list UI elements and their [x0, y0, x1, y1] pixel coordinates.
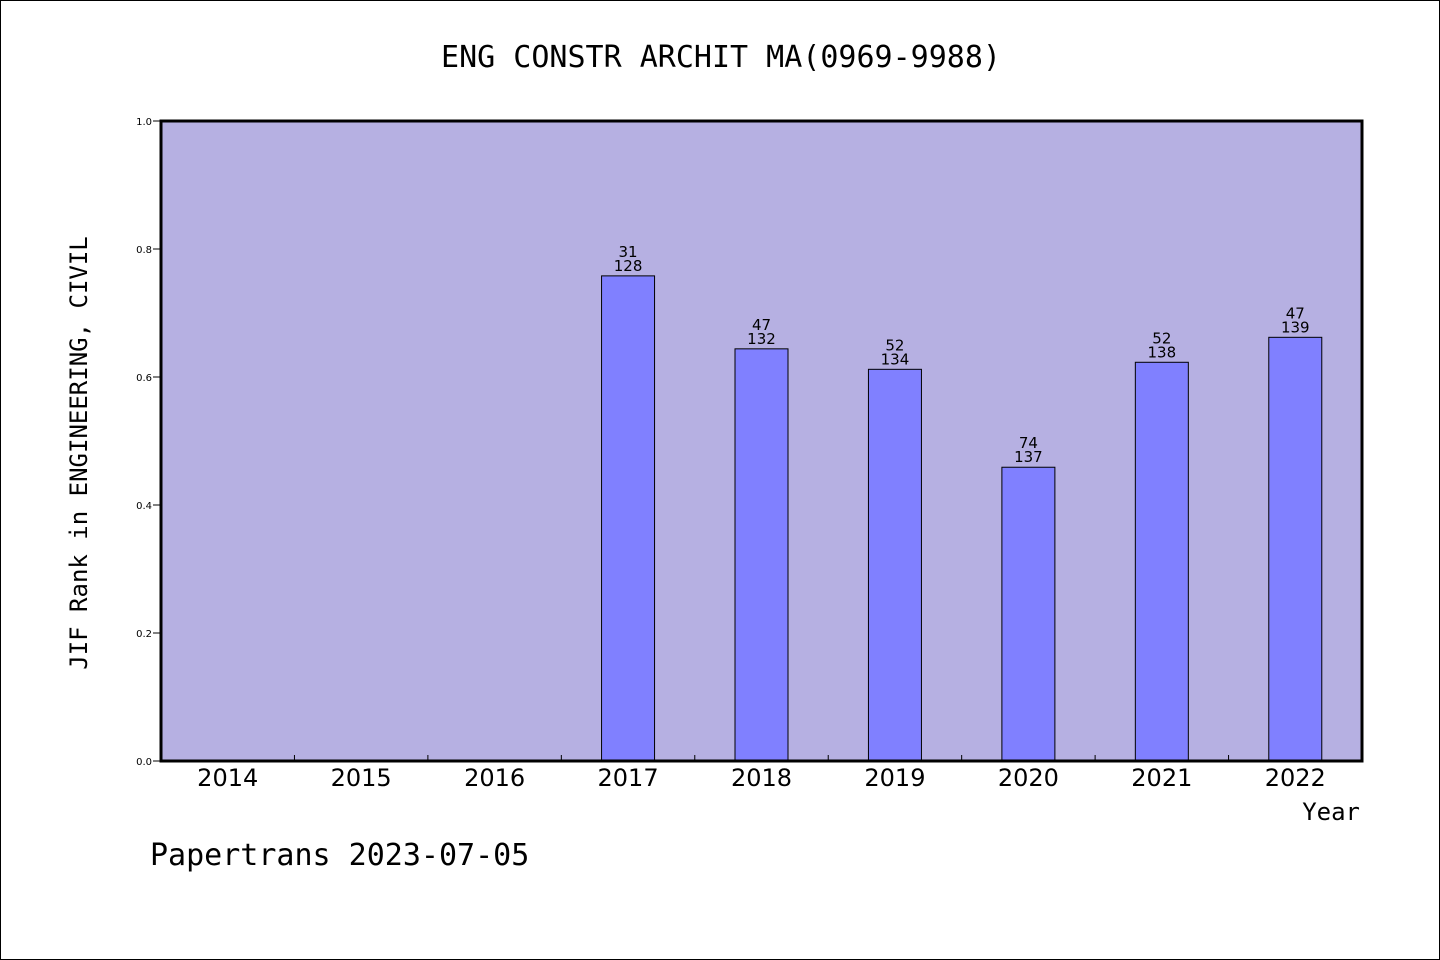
- x-tick-label: 2022: [1265, 764, 1326, 792]
- y-tick-label: 0.6: [136, 373, 152, 384]
- x-axis-label: Year: [1302, 798, 1360, 826]
- plot-frame: [159, 119, 1364, 763]
- bar-rank-label: 52: [1152, 329, 1171, 347]
- y-tick-label: 0.0: [136, 757, 152, 768]
- y-tick-label: 0.4: [136, 501, 152, 512]
- x-tick-label: 2017: [598, 764, 659, 792]
- bar-2020: [1001, 466, 1056, 762]
- x-tick-label: 2019: [864, 764, 925, 792]
- bar-rank-label: 31: [619, 243, 638, 261]
- y-tick-label: 0.2: [136, 629, 152, 640]
- footer-source-date: Papertrans 2023-07-05: [150, 838, 529, 873]
- bar-total-label: 137: [1014, 448, 1043, 466]
- y-tick-label: 1.0: [136, 117, 152, 128]
- bar-rank-label: 74: [1019, 434, 1038, 452]
- bar-rank-label: 52: [885, 336, 904, 354]
- bar-total-label: 139: [1281, 318, 1310, 336]
- x-tick-label: 2021: [1131, 764, 1192, 792]
- bar-2017: [601, 275, 656, 762]
- bar-total-label: 134: [881, 350, 910, 368]
- y-axis: 0.0 0.2 0.4 0.6 0.8 1.0: [136, 117, 161, 768]
- bar-total-label: 132: [747, 330, 776, 348]
- bar-total-label: 138: [1148, 343, 1177, 361]
- chart-title: ENG CONSTR ARCHIT MA(0969-9988): [441, 40, 1001, 75]
- bar-2022: [1268, 336, 1323, 762]
- x-tick-label: 2016: [464, 764, 525, 792]
- x-tick-label: 2020: [998, 764, 1059, 792]
- y-axis-label: JIF Rank in ENGINEERING, CIVIL: [65, 236, 93, 669]
- bar-2018: [734, 348, 789, 762]
- bar-2019: [867, 368, 922, 762]
- bar-2021: [1134, 361, 1189, 762]
- x-tick-label: 2014: [197, 764, 258, 792]
- x-axis: 2014 2015 2016 2017 2018 2019 2020 2021 2022: [197, 755, 1326, 792]
- x-tick-label: 2018: [731, 764, 792, 792]
- y-tick-label: 0.8: [136, 245, 152, 256]
- bar-rank-label: 47: [1286, 304, 1305, 322]
- bar-total-label: 128: [614, 257, 643, 275]
- x-tick-label: 2015: [331, 764, 392, 792]
- bar-series: [601, 275, 1323, 762]
- bar-rank-label: 47: [752, 316, 771, 334]
